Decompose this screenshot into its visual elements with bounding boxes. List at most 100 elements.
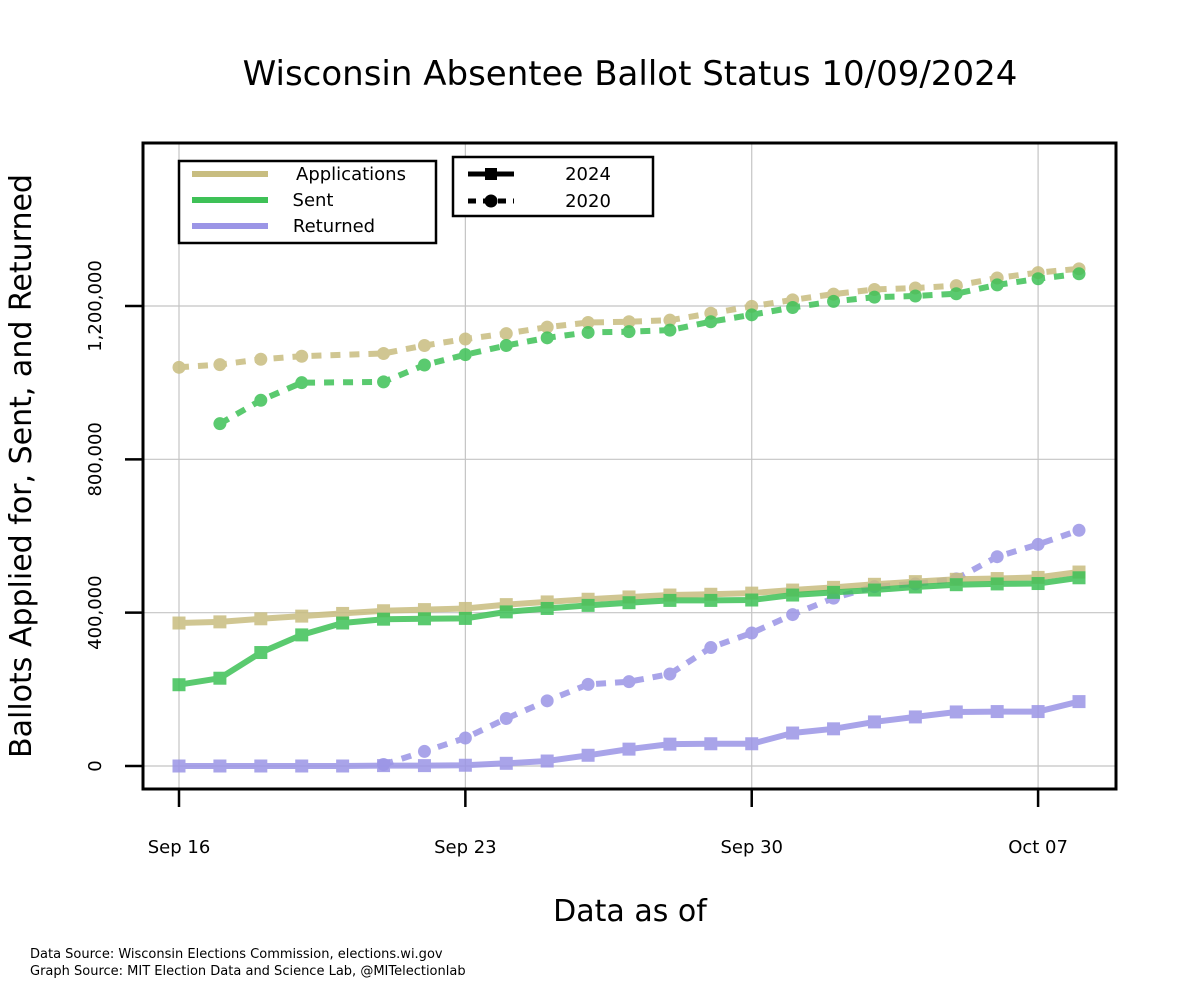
data-point-applications-2020 xyxy=(499,327,513,341)
data-point-applications-2020 xyxy=(213,358,227,372)
x-axis: Sep 16 Sep 23 Sep 30 Oct 07 xyxy=(148,789,1068,858)
data-point-returned-2020 xyxy=(663,667,677,681)
y-tick-label: 1,200,000 xyxy=(85,260,106,352)
data-point-sent-2024 xyxy=(745,593,759,607)
data-point-sent-2024 xyxy=(867,583,881,597)
data-point-returned-2024 xyxy=(990,705,1004,719)
data-point-applications-2020 xyxy=(458,332,472,346)
data-point-returned-2024 xyxy=(745,737,759,751)
data-point-applications-2020 xyxy=(295,349,309,363)
data-point-sent-2024 xyxy=(908,580,922,594)
data-point-returned-2020 xyxy=(745,626,759,640)
legend-label-applications: Applications xyxy=(296,164,406,185)
x-tick-label: Oct 07 xyxy=(1008,837,1068,858)
y-tick-label: 400,000 xyxy=(85,575,106,649)
legend-label-2024: 2024 xyxy=(565,164,611,185)
data-point-sent-2020 xyxy=(458,348,472,362)
data-point-sent-2024 xyxy=(417,612,431,626)
data-point-sent-2024 xyxy=(663,593,677,607)
legend-swatch-2024-square xyxy=(485,168,497,180)
series-line-sent-2020 xyxy=(218,270,1080,427)
data-point-sent-2020 xyxy=(1031,272,1045,286)
series-returned-2024 xyxy=(172,695,1086,773)
legend-label-sent: Sent xyxy=(293,190,334,211)
x-tick-label: Sep 16 xyxy=(148,837,211,858)
data-point-sent-2020 xyxy=(704,315,718,329)
data-point-sent-2024 xyxy=(499,605,513,619)
data-point-sent-2020 xyxy=(827,294,841,308)
data-point-returned-2020 xyxy=(499,711,513,725)
data-point-applications-2020 xyxy=(254,352,268,366)
data-point-applications-2024 xyxy=(295,609,309,623)
data-point-returned-2024 xyxy=(377,759,391,773)
data-point-returned-2024 xyxy=(704,737,718,751)
data-point-returned-2020 xyxy=(581,677,595,691)
x-axis-title: Data as of xyxy=(553,894,708,929)
data-point-sent-2020 xyxy=(417,358,431,372)
y-axis: 0 400,000 800,000 1,200,000 xyxy=(85,260,143,772)
data-point-applications-2020 xyxy=(540,320,554,334)
x-tick-label: Sep 30 xyxy=(720,837,783,858)
data-point-returned-2024 xyxy=(1072,695,1086,709)
y-axis-title: Ballots Applied for, Sent, and Returned xyxy=(4,174,39,758)
data-point-sent-2020 xyxy=(499,338,513,352)
data-point-returned-2024 xyxy=(417,759,431,773)
series-returned-2020 xyxy=(377,523,1086,771)
data-point-sent-2024 xyxy=(949,578,963,592)
data-point-sent-2024 xyxy=(990,577,1004,591)
data-point-returned-2024 xyxy=(295,759,309,773)
legend-years: 2024 2020 xyxy=(451,155,655,218)
data-point-returned-2024 xyxy=(1031,705,1045,719)
data-point-applications-2024 xyxy=(458,601,472,615)
series-layer xyxy=(172,262,1086,773)
chart-title: Wisconsin Absentee Ballot Status 10/09/2… xyxy=(243,54,1018,94)
data-point-applications-2020 xyxy=(417,338,431,352)
data-point-returned-2024 xyxy=(663,737,677,751)
legend-label-2020: 2020 xyxy=(565,191,611,212)
data-point-sent-2024 xyxy=(336,616,350,630)
data-point-sent-2024 xyxy=(581,598,595,612)
data-point-returned-2024 xyxy=(786,726,800,740)
legend-years-box xyxy=(451,155,655,218)
data-point-returned-2024 xyxy=(949,705,963,719)
data-point-returned-2020 xyxy=(622,675,636,689)
data-point-sent-2024 xyxy=(786,588,800,602)
data-point-sent-2024 xyxy=(1072,571,1086,585)
data-point-returned-2024 xyxy=(581,748,595,762)
data-point-returned-2020 xyxy=(540,694,554,708)
data-point-sent-2024 xyxy=(295,628,309,642)
data-point-sent-2020 xyxy=(295,376,309,390)
legend-categories: Applications Sent Returned xyxy=(177,159,438,245)
data-point-sent-2020 xyxy=(990,278,1004,292)
data-point-sent-2020 xyxy=(622,325,636,339)
data-point-sent-2024 xyxy=(458,611,472,625)
data-point-sent-2020 xyxy=(745,308,759,322)
data-point-returned-2020 xyxy=(704,641,718,655)
series-line-returned-2020 xyxy=(382,527,1080,768)
data-point-applications-2024 xyxy=(213,615,227,629)
data-point-sent-2024 xyxy=(213,671,227,685)
legend-label-returned: Returned xyxy=(293,216,375,237)
data-point-sent-2024 xyxy=(377,612,391,626)
data-point-applications-2024 xyxy=(172,616,186,630)
data-point-returned-2024 xyxy=(908,710,922,724)
legend-swatch-2020-circle xyxy=(484,194,498,208)
series-line-returned-2024 xyxy=(179,698,1080,769)
data-point-applications-2020 xyxy=(581,315,595,329)
data-point-sent-2020 xyxy=(949,287,963,301)
data-point-returned-2024 xyxy=(622,742,636,756)
data-point-sent-2020 xyxy=(254,393,268,407)
data-point-returned-2020 xyxy=(1031,537,1045,551)
data-point-applications-2020 xyxy=(622,315,636,329)
y-tick-label: 0 xyxy=(85,760,106,771)
data-point-returned-2020 xyxy=(458,731,472,745)
data-point-returned-2020 xyxy=(990,550,1004,564)
data-point-returned-2020 xyxy=(417,744,431,758)
data-point-sent-2024 xyxy=(254,646,268,660)
data-point-applications-2024 xyxy=(254,612,268,626)
data-point-returned-2024 xyxy=(213,759,227,773)
data-point-sent-2024 xyxy=(1031,577,1045,591)
data-point-sent-2020 xyxy=(908,289,922,303)
data-point-returned-2020 xyxy=(1072,523,1086,537)
